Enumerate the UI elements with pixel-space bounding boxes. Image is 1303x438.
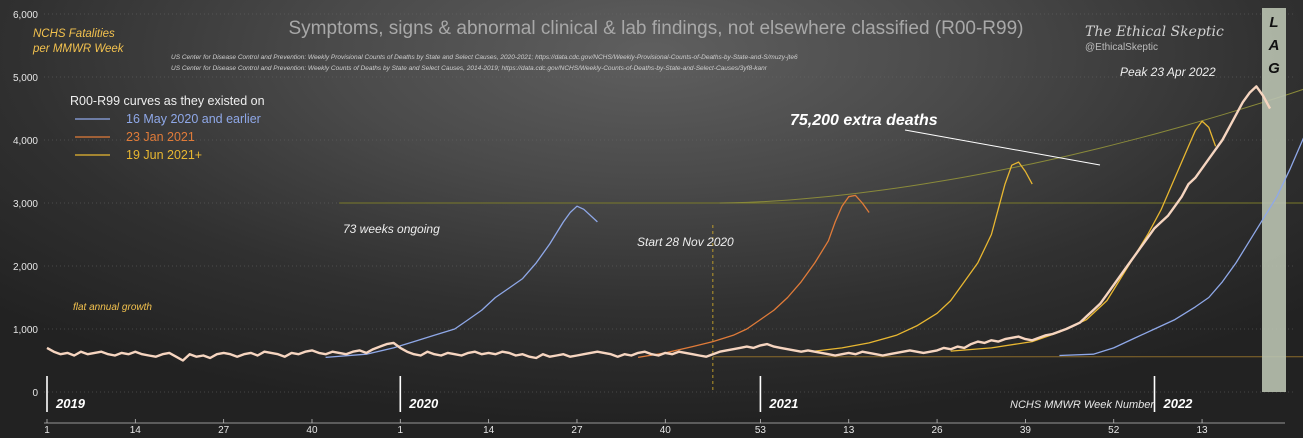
x-tick-label: 40 [660,425,672,436]
year-label: 2022 [1162,396,1193,411]
legend-label-0: 16 May 2020 and earlier [126,112,261,126]
x-tick-label: 13 [843,425,855,436]
y-axis-label-line-1: NCHS Fatalities [33,28,115,40]
y-tick-label: 3,000 [13,199,38,210]
x-tick-label: 53 [755,425,767,436]
series-line-0 [325,205,598,359]
annotation-weeks-ongoing: 73 weeks ongoing [343,222,440,236]
x-tick-label: 14 [483,425,495,436]
year-label: 2021 [768,396,798,411]
lag-letter: G [1268,60,1280,77]
y-tick-label: 6,000 [13,10,38,21]
x-tick-label: 27 [571,425,583,436]
x-tick-label: 52 [1108,425,1120,436]
axis-layer: 0 1,000 2,000 3,000 4,000 5,000 6,000 1 14 27 40 1 1… [13,10,1285,436]
series-line-4 [1059,137,1303,357]
annotation-peak: Peak 23 Apr 2022 [1120,65,1216,79]
x-axis-label: NCHS MMWR Week Number [1010,399,1155,411]
y-tick-label: 1,000 [13,325,38,336]
annotation-extra-deaths: 75,200 extra deaths [790,112,938,129]
legend-label-2: 19 Jun 2021+ [126,148,202,162]
x-tick-label: 1 [44,425,50,436]
brand-name: The Ethical Skeptic [1085,24,1224,40]
lag-letter: A [1268,37,1280,54]
y-tick-label: 2,000 [13,262,38,273]
brand-handle: @EthicalSkeptic [1085,42,1158,53]
series-layer [46,85,1303,362]
x-tick-label: 13 [1196,425,1208,436]
trend-curve [719,88,1303,204]
legend-title: R00-R99 curves as they existed on [70,94,265,108]
x-tick-label: 27 [218,425,230,436]
legend: 16 May 2020 and earlier 23 Jan 2021 19 Jun… [75,112,261,162]
x-tick-label: 39 [1020,425,1032,436]
chart-title: Symptoms, signs & abnormal clinical & la… [289,18,1024,39]
annotation-flat-growth: flat annual growth [73,302,152,313]
x-tick-label: 1 [398,425,404,436]
source-note-2: US Center for Disease Control and Preven… [171,65,768,72]
y-tick-label: 5,000 [13,73,38,84]
y-axis-label-line-2: per MMWR Week [32,43,125,55]
x-tick-label: 40 [306,425,318,436]
y-tick-label: 0 [32,388,38,399]
extra-deaths-pointer [904,129,1101,166]
lag-bar [1262,8,1286,392]
grid-layer [44,13,1295,393]
legend-label-1: 23 Jan 2021 [126,130,195,144]
y-tick-label: 4,000 [13,136,38,147]
year-label: 2020 [408,396,439,411]
series-line-5 [46,85,1272,362]
year-label: 2019 [55,396,86,411]
x-tick-label: 14 [130,425,142,436]
series-line-2 [814,161,1033,352]
reference-lines: LAG [339,8,1303,392]
annotation-start: Start 28 Nov 2020 [637,235,734,249]
series-line-1 [637,194,870,359]
lag-letter: L [1269,14,1278,31]
source-note-1: US Center for Disease Control and Preven… [171,54,798,61]
x-tick-label: 26 [932,425,944,436]
